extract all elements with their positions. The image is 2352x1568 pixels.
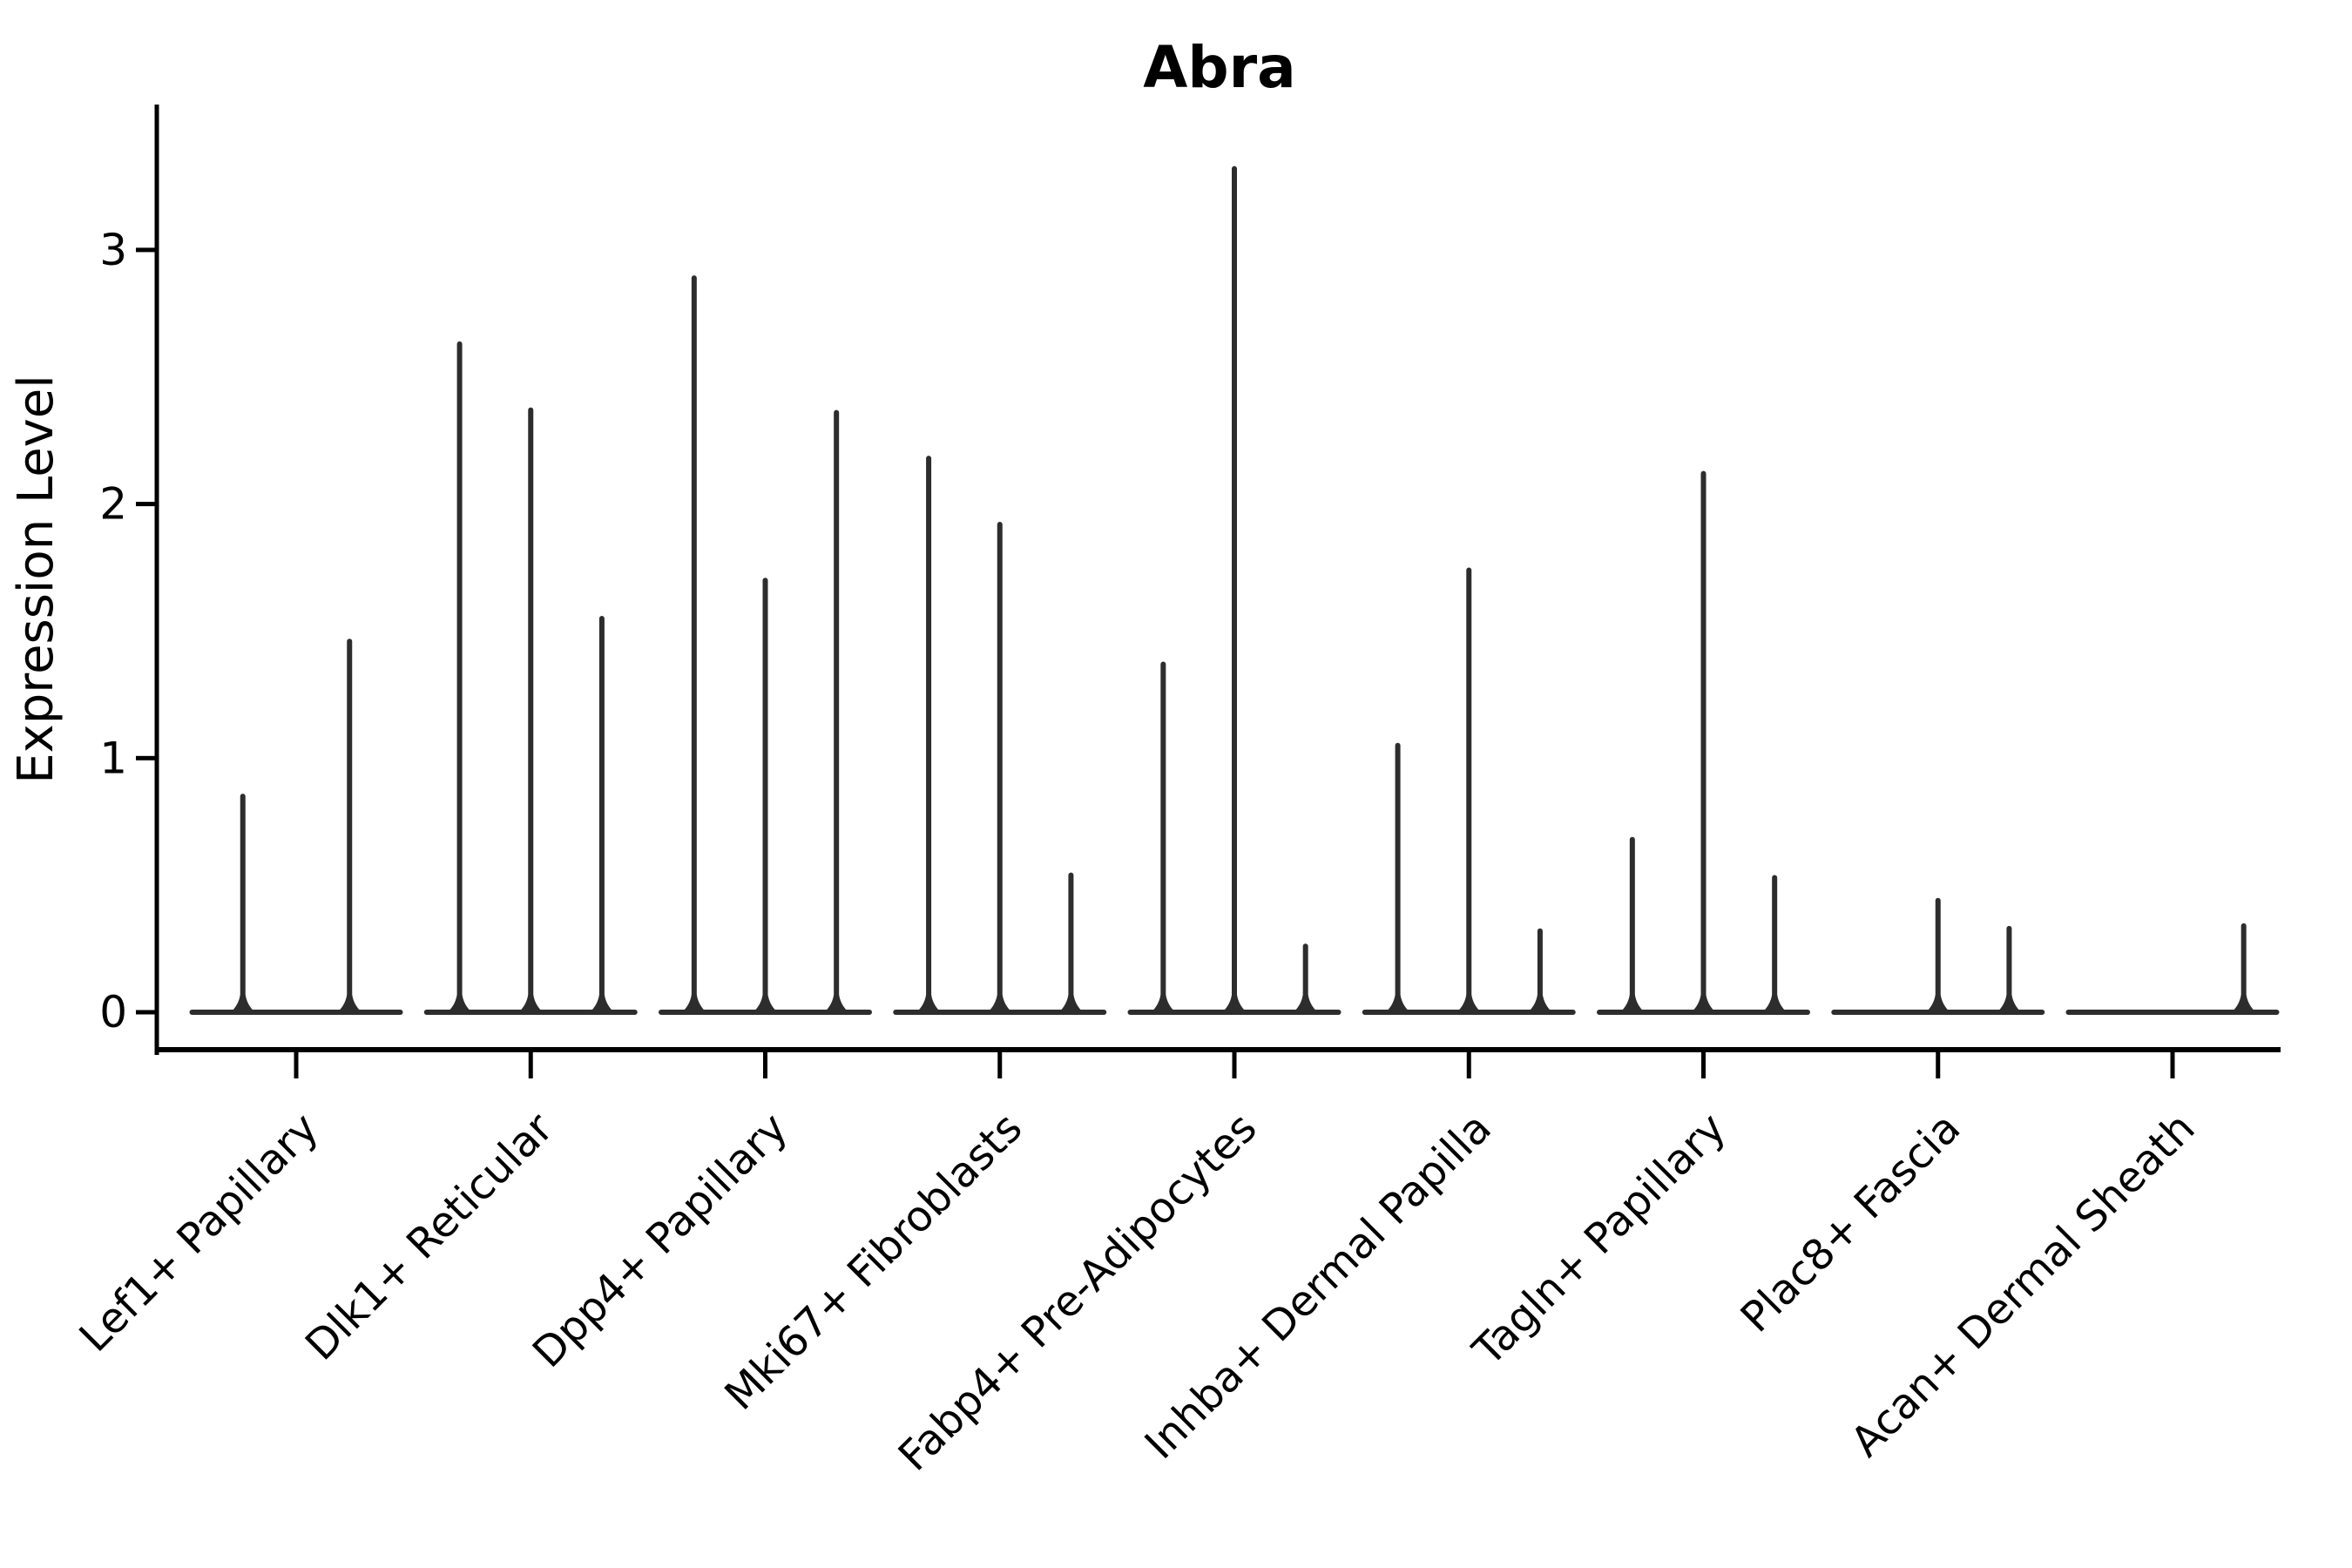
violin-spike [598, 615, 605, 1012]
violin-group [2065, 923, 2280, 1015]
x-axis-spine [154, 1047, 2281, 1052]
violin-spike [691, 275, 697, 1012]
violin-spike [1068, 872, 1074, 1012]
x-tick [294, 1052, 299, 1078]
y-axis: 0 1 2 3 [99, 105, 159, 1055]
y-tick-label: 3 [99, 225, 127, 275]
violin-spike [2240, 923, 2247, 1012]
chart-title: Abra [1143, 34, 1295, 101]
violin-spike [1232, 166, 1237, 1012]
violin-spike [1466, 567, 1472, 1012]
violin-spike [347, 639, 353, 1012]
y-tick-label: 0 [99, 987, 127, 1037]
violins [189, 166, 2280, 1015]
violin-spike [240, 794, 246, 1012]
y-axis-label: Expression Level [8, 375, 64, 784]
violin-group [423, 341, 638, 1015]
violin-spike [1537, 928, 1543, 1012]
x-tick [528, 1052, 533, 1078]
violin-spike [1395, 742, 1401, 1012]
x-tick-label: Tagln+ Papillary [1463, 1104, 1735, 1375]
violin-spike [1935, 897, 1941, 1012]
violin-baseline [2065, 1010, 2280, 1015]
x-tick-label: Dlk1+ Reticular [296, 1104, 563, 1370]
x-tick [1701, 1052, 1706, 1078]
violin-spike [1302, 943, 1308, 1012]
y-axis-spine [154, 105, 159, 1055]
x-tick-label: Lef1+ Papillary [71, 1104, 328, 1362]
violin-spike [1700, 470, 1707, 1012]
violin-spike [1772, 875, 1778, 1012]
x-tick-label: Plac8+ Fascia [1732, 1104, 1970, 1342]
x-tick [1232, 1052, 1237, 1078]
violin-baseline [189, 1010, 403, 1015]
x-tick [1936, 1052, 1941, 1078]
violin-group [1362, 567, 1576, 1015]
x-tick [2170, 1052, 2175, 1078]
y-tick [136, 755, 157, 760]
violin-group [1597, 470, 1810, 1015]
violin-group [659, 275, 872, 1015]
violin-spike [762, 578, 768, 1012]
violin-spike [834, 409, 840, 1012]
violin-spike [1160, 661, 1166, 1012]
violin-spike [1629, 836, 1635, 1012]
x-tick [763, 1052, 767, 1078]
y-tick-label: 2 [99, 479, 127, 530]
violin-group [1831, 897, 2045, 1015]
violin-spike [2006, 925, 2012, 1012]
violin-spike [997, 522, 1003, 1012]
violin-spike [528, 407, 534, 1012]
y-tick [136, 247, 157, 253]
x-tick [1466, 1052, 1471, 1078]
x-tick [997, 1052, 1003, 1078]
violin-spike [926, 456, 932, 1012]
x-tick-label: Dpp4+ Papillary [524, 1104, 797, 1377]
violin-spike [456, 341, 463, 1012]
y-tick [136, 502, 157, 507]
violin-group [189, 639, 403, 1015]
violin-group [893, 456, 1107, 1015]
violin-group [1127, 166, 1342, 1015]
y-tick-label: 1 [99, 733, 127, 783]
y-tick [136, 1010, 157, 1015]
